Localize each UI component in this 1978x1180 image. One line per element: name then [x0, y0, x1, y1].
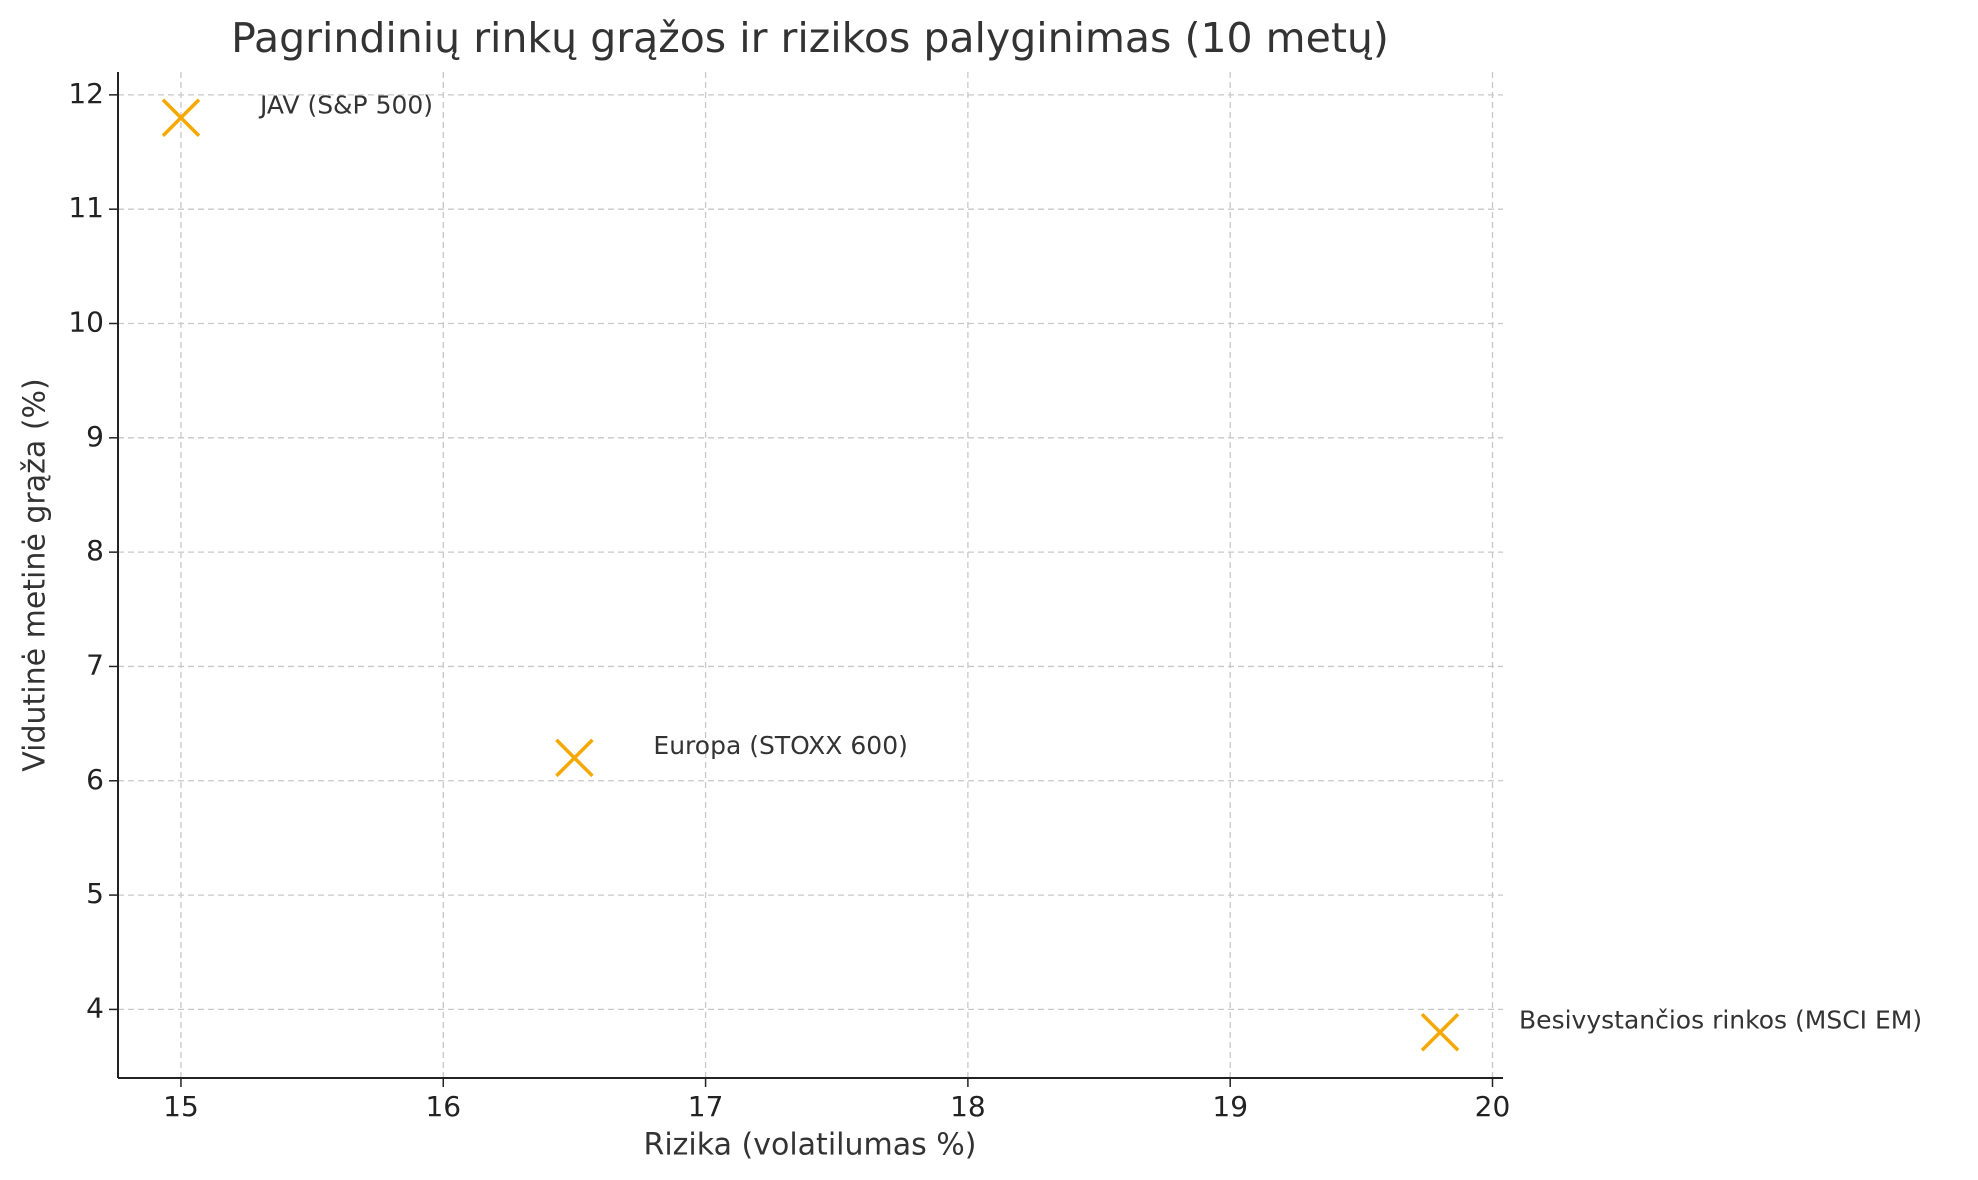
- point: [1420, 1013, 1460, 1052]
- point-label: JAV (S&P 500): [258, 91, 433, 120]
- point-label: Besivystančios rinkos (MSCI EM): [1519, 1005, 1922, 1034]
- point-label: Europa (STOXX 600): [653, 731, 907, 760]
- y-tick-label: 5: [86, 877, 104, 910]
- y-tick-label: 6: [86, 763, 104, 796]
- y-tick-label: 8: [86, 534, 104, 567]
- y-tick-label: 11: [68, 191, 104, 224]
- y-axis-label: Vidutinė metinė grąža (%): [18, 378, 53, 772]
- x-axis-label: Rizika (volatilumas %): [644, 1128, 977, 1163]
- x-tick-label: 19: [1212, 1090, 1248, 1123]
- x-tick-label: 20: [1475, 1090, 1511, 1123]
- y-tick-label: 9: [86, 420, 104, 453]
- y-tick-label: 12: [68, 77, 104, 110]
- x-tick-label: 17: [688, 1090, 724, 1123]
- x-tick-label: 18: [950, 1090, 986, 1123]
- chart-title: Pagrindinių rinkų grąžos ir rizikos paly…: [231, 14, 1389, 62]
- x-tick-label: 16: [425, 1090, 461, 1123]
- y-tick-label: 10: [68, 306, 104, 339]
- y-tick-label: 4: [86, 991, 104, 1024]
- point: [555, 738, 594, 778]
- point: [161, 98, 201, 137]
- x-tick-label: 15: [163, 1090, 199, 1123]
- y-tick-label: 7: [86, 648, 104, 681]
